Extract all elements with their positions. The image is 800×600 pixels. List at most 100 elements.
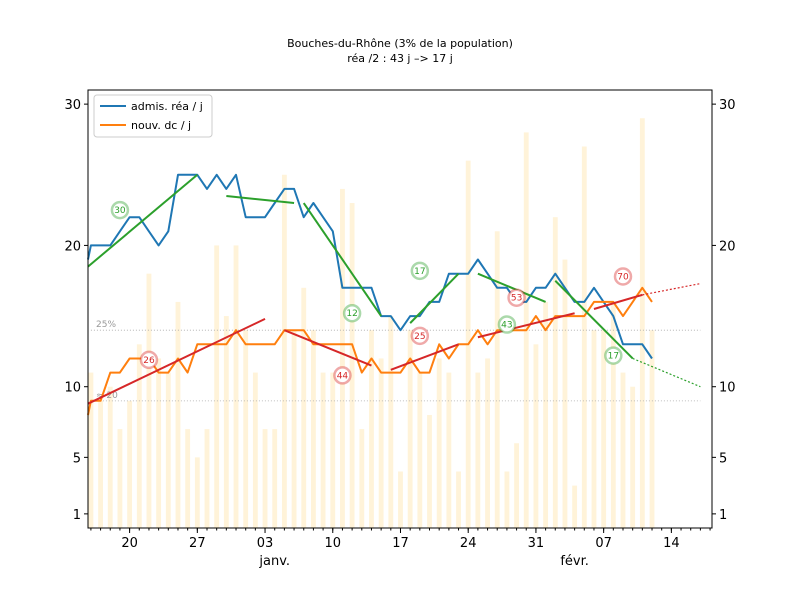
daily-bar xyxy=(581,146,587,529)
trend-line xyxy=(87,317,266,405)
annotation-badge xyxy=(604,346,623,365)
x-tick-label: 14 xyxy=(663,536,680,551)
annotation-label: 30 xyxy=(114,206,126,216)
daily-bar xyxy=(572,485,578,528)
daily-bar xyxy=(340,188,345,528)
daily-bar xyxy=(601,330,607,528)
daily-bar xyxy=(98,400,103,528)
daily-bar xyxy=(620,372,626,528)
series-line xyxy=(87,173,653,360)
daily-bar xyxy=(320,372,326,528)
x-tick-label: 27 xyxy=(189,536,206,551)
daily-bar xyxy=(204,429,210,528)
daily-bar xyxy=(223,316,229,528)
y-tick-label-right: 5 xyxy=(719,451,727,466)
x-tick-label: 17 xyxy=(392,536,409,551)
x-month-label: janv. xyxy=(258,554,290,569)
daily-bar xyxy=(417,372,423,528)
daily-bar xyxy=(310,330,316,528)
trend-line xyxy=(302,202,382,317)
annotation-badge xyxy=(410,326,430,346)
trend-line xyxy=(284,329,372,367)
daily-bar xyxy=(165,372,171,528)
daily-bar xyxy=(475,372,481,528)
annotation-badge xyxy=(497,315,517,334)
y-tick-label-left: 1 xyxy=(73,508,81,523)
daily-bar xyxy=(156,358,162,528)
chart-title: Bouches-du-Rhône (3% de la population) xyxy=(287,37,513,50)
daily-bar xyxy=(427,414,432,528)
annotation-badge xyxy=(342,303,362,323)
daily-bar xyxy=(562,259,568,528)
daily-bar xyxy=(349,203,355,528)
daily-bar xyxy=(543,301,549,528)
x-tick-label: 10 xyxy=(324,536,341,551)
annotation-label: 26 xyxy=(143,356,155,366)
daily-bar xyxy=(485,358,490,528)
daily-bar xyxy=(388,316,394,528)
trend-lines xyxy=(87,174,701,405)
y-tick-label-right: 30 xyxy=(719,98,736,113)
annotation-label: 43 xyxy=(501,321,512,331)
daily-bar xyxy=(446,372,452,528)
daily-bar xyxy=(359,429,365,528)
annotation-label: 44 xyxy=(337,371,349,381)
trend-projection xyxy=(642,282,701,296)
daily-bar xyxy=(107,386,113,528)
daily-bar xyxy=(369,330,374,528)
daily-bar xyxy=(233,245,239,528)
daily-bar xyxy=(214,245,220,528)
annotation-label: 53 xyxy=(511,294,522,304)
reference-lines: 25% ≈ 20 xyxy=(90,320,701,402)
daily-bar xyxy=(262,429,268,528)
trend-line xyxy=(554,280,634,360)
daily-bar xyxy=(398,471,403,528)
y-tick-label-left: 20 xyxy=(64,239,81,254)
annotation-badge xyxy=(110,200,130,220)
legend-label-dc: nouv. dc / j xyxy=(131,119,191,132)
x-tick-label: 24 xyxy=(460,536,477,551)
daily-bar xyxy=(494,231,500,528)
trend-line xyxy=(390,343,459,371)
daily-bar xyxy=(330,372,336,528)
trend-line xyxy=(226,194,295,205)
daily-bar xyxy=(552,217,558,528)
daily-bar xyxy=(378,358,384,528)
trend-line xyxy=(593,293,643,310)
daily-bar xyxy=(127,400,133,528)
annotation-label: 17 xyxy=(608,352,619,362)
x-tick-label: 20 xyxy=(121,536,138,551)
x-tick-label: 03 xyxy=(257,536,274,551)
annotation-badge xyxy=(507,288,526,307)
daily-bar xyxy=(194,457,200,528)
trend-line xyxy=(87,174,198,268)
trend-line xyxy=(409,272,460,324)
axes: 1 1 5 5 10 10 20 20 30 30 20 27 03 10 17 24 31 07 14 janv. f… xyxy=(64,98,735,569)
daily-bar xyxy=(407,330,413,528)
y-tick-label-right: 20 xyxy=(719,239,736,254)
reference-line-label: ≈ 20 xyxy=(96,391,118,401)
x-month-label: févr. xyxy=(560,554,589,569)
daily-bar xyxy=(291,330,297,528)
daily-bar xyxy=(436,358,442,528)
daily-bar xyxy=(272,429,278,528)
annotation-badge xyxy=(613,267,633,286)
y-tick-label-left: 10 xyxy=(64,381,81,396)
daily-bar xyxy=(185,429,191,528)
chart-subtitle: réa /2 : 43 j –> 17 j xyxy=(347,52,453,65)
daily-bar xyxy=(281,174,287,528)
daily-bar xyxy=(117,429,123,528)
legend: admis. réa / j nouv. dc / j xyxy=(93,94,213,138)
legend-label-rea: admis. réa / j xyxy=(131,100,203,113)
x-tick-label: 07 xyxy=(595,536,612,551)
daily-bar xyxy=(610,301,616,528)
daily-bar xyxy=(630,386,636,528)
daily-bar xyxy=(649,330,655,528)
annotations: 30 26 12 44 17 25 43 53 17 70 xyxy=(110,200,633,385)
daily-bar xyxy=(252,372,258,528)
trend-line xyxy=(477,312,575,339)
annotation-badge xyxy=(139,350,159,370)
annotation-label: 25 xyxy=(414,332,425,342)
annotation-label: 70 xyxy=(617,273,629,283)
reference-line-label: 25% xyxy=(96,320,116,330)
